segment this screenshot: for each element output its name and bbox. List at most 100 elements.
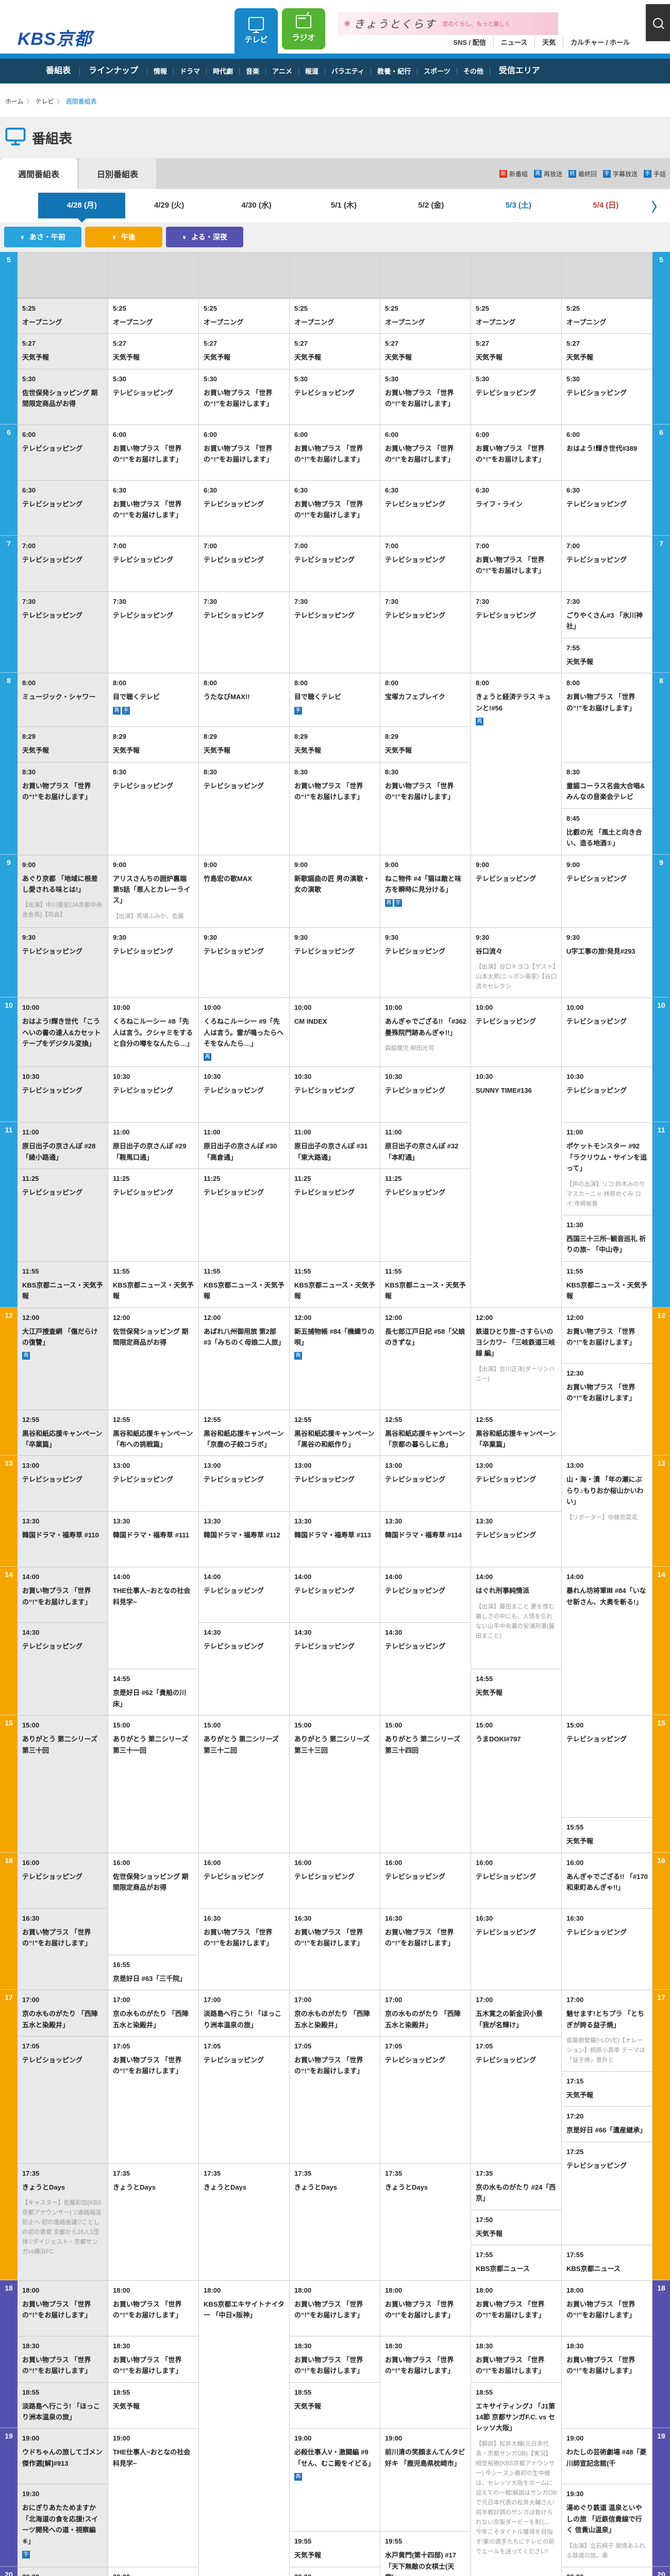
program-cell[interactable]: 10:00 CM INDEX (290, 997, 380, 1066)
program-cell[interactable]: 9:30 テレビショッピング (290, 927, 380, 997)
program-cell[interactable]: 17:35 京の水ものがたり #24「西京」 (471, 2163, 562, 2210)
program-cell[interactable]: 17:55 KBS京都ニュース (471, 2245, 562, 2280)
program-cell[interactable]: 14:00 はぐれ刑事純情派 【出演】藤田まこと 悪を憎む厳しさの中にも、人情を忘れ… (471, 1567, 562, 1669)
program-cell[interactable]: 12:55 黒谷和紙応援キャンペーン 「卒業篇」 (18, 1409, 108, 1456)
program-cell[interactable]: 17:05 お買い物プラス 「世界の“!”をお届けします」 (108, 2036, 199, 2163)
program-cell[interactable]: 12:00 佐世保発ショッピング 期間限定商品がお得 (108, 1307, 199, 1410)
program-cell[interactable]: 5:25 オープニング (18, 298, 108, 333)
program-cell[interactable]: 11:30 西国三十三所~観音巡礼 祈りの旅~ 「中山寺」 (562, 1214, 652, 1261)
program-cell[interactable]: 17:00 京の水ものがたり 「西陣五水と染殿井」 (380, 1990, 471, 2036)
main-nav-item[interactable]: 時代劇 (206, 67, 239, 75)
program-cell[interactable]: 5:27 天気予報 (199, 333, 290, 368)
program-cell[interactable]: 5:27 天気予報 (562, 333, 652, 368)
program-cell[interactable]: 13:30 韓国ドラマ・福寿草 #112 (199, 1511, 290, 1567)
program-cell[interactable]: 17:00 魅せます!とちプラ 「とちぎが誇る益子焼」 齋藤樹愛羅(=LOVE)【ナ… (562, 1990, 652, 2071)
program-cell[interactable]: 11:25 テレビショッピング (290, 1168, 380, 1261)
program-cell[interactable]: 13:30 韓国ドラマ・福寿草 #114 (380, 1511, 471, 1567)
program-cell[interactable]: 19:00 必殺仕事人V・激闘編 #9「せん、むこ殿をイビる」再 (290, 2428, 380, 2531)
program-cell[interactable]: 6:30 テレビショッピング (562, 480, 652, 536)
main-nav-item[interactable]: バラエティ (324, 67, 371, 75)
program-cell[interactable]: 7:30 テレビショッピング (108, 591, 199, 673)
program-cell[interactable]: 5:25 オープニング (108, 298, 199, 333)
program-cell[interactable]: 16:00 テレビショッピング (380, 1852, 471, 1908)
program-cell[interactable]: 13:00 テレビショッピング (380, 1455, 471, 1511)
program-cell[interactable]: 6:00 お買い物プラス 「世界の“!”をお届けします」 (108, 424, 199, 480)
program-cell[interactable]: 6:00 お買い物プラス 「世界の“!”をお届けします」 (471, 424, 562, 480)
next-week-arrow[interactable]: 〉 (651, 200, 664, 214)
program-cell[interactable]: 8:00 目で聴くテレビ手 (290, 673, 380, 726)
program-cell[interactable]: 7:30 テレビショッピング (471, 591, 562, 673)
program-cell[interactable]: 13:00 テレビショッピング (18, 1455, 108, 1511)
program-cell[interactable]: 14:55 京是好日 #62「貴船の川床」 (108, 1669, 199, 1715)
program-cell[interactable]: 6:00 お買い物プラス 「世界の“!”をお届けします」 (380, 424, 471, 480)
program-cell[interactable]: 8:29 天気予報 (380, 726, 471, 761)
program-cell[interactable]: 17:05 テレビショッピング (199, 2036, 290, 2163)
program-cell[interactable]: 8:00 うたなびMAX!! (199, 673, 290, 726)
program-cell[interactable]: 12:00 鉄道ひとり旅~さすらいのヨシカワ~ 「三岐鉄道三岐線 編」 【出演】吉川… (471, 1307, 562, 1410)
kyoto-kurasu-banner[interactable]: ❀ きょうとくらす 京のくらし、もっと楽しく (338, 12, 558, 35)
main-nav-item[interactable]: アニメ (265, 67, 298, 75)
main-nav-item[interactable]: スポーツ (417, 67, 457, 75)
program-cell[interactable]: 10:30 テレビショッピング (199, 1066, 290, 1122)
program-cell[interactable]: 12:55 黒谷和紙応援キャンペーン 「京都の暮らしに息」 (380, 1409, 471, 1456)
program-cell[interactable]: 15:00 うまDOKI#797 (471, 1715, 562, 1852)
program-cell[interactable]: 14:00 暴れん坊将軍Ⅲ #84「いなせ新さん、大奥を斬る!」 (562, 1567, 652, 1715)
program-cell[interactable]: 14:00 THE仕事人~おとなの社会科見学~ (108, 1567, 199, 1669)
program-cell[interactable]: 5:30 テレビショッピング (108, 368, 199, 425)
program-cell[interactable]: 19:00 ウドちゃんの旅してゴメン傑作選[解]#913 (18, 2428, 108, 2484)
program-cell[interactable]: 18:00 お買い物プラス 「世界の“!”をお届けします」 (471, 2280, 562, 2336)
program-cell[interactable]: 5:30 お買い物プラス 「世界の“!”をお届けします」 (380, 368, 471, 425)
program-cell[interactable]: 7:30 テレビショッピング (18, 591, 108, 673)
program-cell[interactable]: 16:30 お買い物プラス 「世界の“!”をお届けします」 (18, 1908, 108, 1990)
program-cell[interactable]: 18:00 お買い物プラス 「世界の“!”をお届けします」 (108, 2280, 199, 2336)
program-cell[interactable]: 11:00 原日出子の京さんぽ #28「綾小路通」 (18, 1122, 108, 1168)
program-cell[interactable]: 5:30 お買い物プラス 「世界の“!”をお届けします」 (199, 368, 290, 425)
program-cell[interactable]: 17:35 きょうとDays 【キャスター】佐藤彩加(KBS京都アナウンサー) ▽道… (18, 2163, 108, 2280)
program-cell[interactable]: 8:45 比叡の光 「風土と向き合い、造る地酒①」 (562, 808, 652, 855)
program-cell[interactable]: 6:30 お買い物プラス 「世界の“!”をお届けします」 (290, 480, 380, 536)
program-cell[interactable]: 11:55 KBS京都ニュース・天気予報 (18, 1261, 108, 1308)
program-cell[interactable]: 17:05 テレビショッピング (471, 2036, 562, 2163)
program-cell[interactable]: 8:00 目で聴くテレビ再手 (108, 673, 199, 726)
program-cell[interactable]: 13:00 テレビショッピング (471, 1455, 562, 1511)
program-cell[interactable]: 13:30 韓国ドラマ・福寿草 #110 (18, 1511, 108, 1567)
program-cell[interactable]: 14:30 テレビショッピング (380, 1622, 471, 1715)
program-cell[interactable]: 7:55 天気予報 (562, 637, 652, 673)
program-cell[interactable]: 9:00 アリスさんちの囲炉裏端 第5話「恩人とカレーライス」 【出演】馬場ふみか、… (108, 854, 199, 927)
program-cell[interactable]: 6:00 お買い物プラス 「世界の“!”をお届けします」 (290, 424, 380, 480)
program-cell[interactable]: 7:00 お買い物プラス 「世界の“!”をお届けします」 (471, 535, 562, 591)
program-cell[interactable]: 13:00 テレビショッピング (199, 1455, 290, 1511)
program-cell[interactable]: 19:30 湯めぐり鉄道 温泉といやしの旅 「近鉄信貴線で行く 信貴山温泉」 【出演… (562, 2484, 652, 2566)
site-logo[interactable]: KBS京都 (18, 29, 92, 49)
date-tab[interactable]: 5/2 (金) (418, 201, 444, 210)
program-cell[interactable]: 17:20 京是好日 #66「遺産継承」 (562, 2106, 652, 2141)
program-cell[interactable]: 17:35 きょうとDays (380, 2163, 471, 2280)
main-nav-item[interactable]: 報道 (298, 67, 325, 75)
program-cell[interactable]: 11:00 原日出子の京さんぽ #29「鞍馬口通」 (108, 1122, 199, 1168)
program-cell[interactable]: 5:27 天気予報 (290, 333, 380, 368)
program-cell[interactable]: 19:55 天気予報 (290, 2531, 380, 2566)
program-cell[interactable]: 8:30 お買い物プラス 「世界の“!”をお届けします」 (290, 761, 380, 855)
main-nav-item[interactable]: その他 (456, 67, 490, 75)
program-cell[interactable]: 10:00 あんぎゃでござる!! 「#362 曼殊院門跡あんぎゃ!!」 森脇健児 柳… (380, 997, 471, 1066)
program-cell[interactable]: 12:00 新五捕物帳 #84「機織りの唄」再 (290, 1307, 380, 1410)
program-cell[interactable]: 7:30 テレビショッピング (199, 591, 290, 673)
program-cell[interactable]: 8:29 天気予報 (199, 726, 290, 761)
program-cell[interactable]: 17:25 テレビショッピング (562, 2141, 652, 2245)
program-cell[interactable]: 13:30 韓国ドラマ・福寿草 #111 (108, 1511, 199, 1567)
program-cell[interactable]: 15:00 ありがとう 第二シリーズ 第三十一回 (108, 1715, 199, 1852)
schedule-tab[interactable]: 週間番組表 (0, 158, 77, 189)
program-cell[interactable]: 16:55 京是好日 #63「三千院」 (108, 1954, 199, 1990)
program-cell[interactable]: 10:00 くろねこルーシー #9「先人は言う。雷が鳴ったらへそをなんたら…」再 (199, 997, 290, 1066)
program-cell[interactable]: 19:00 わたしの芸術劇場 #48「菱川師宣記念館(千 (562, 2428, 652, 2484)
program-cell[interactable]: 18:30 お買い物プラス 「世界の“!”をお届けします」 (562, 2335, 652, 2429)
program-cell[interactable]: 8:29 天気予報 (108, 726, 199, 761)
program-cell[interactable]: 8:00 ミュージック・シャワー (18, 673, 108, 726)
program-cell[interactable]: 15:00 ありがとう 第二シリーズ 第三十回 (18, 1715, 108, 1852)
program-cell[interactable]: 10:30 SUNNY TIME#136 (471, 1066, 562, 1307)
program-cell[interactable]: 9:30 U字工事の旅!発見#293 (562, 927, 652, 997)
program-cell[interactable]: 17:15 天気予報 (562, 2071, 652, 2106)
program-cell[interactable]: 10:30 テレビショッピング (380, 1066, 471, 1122)
program-cell[interactable]: 16:00 テレビショッピング (18, 1852, 108, 1908)
